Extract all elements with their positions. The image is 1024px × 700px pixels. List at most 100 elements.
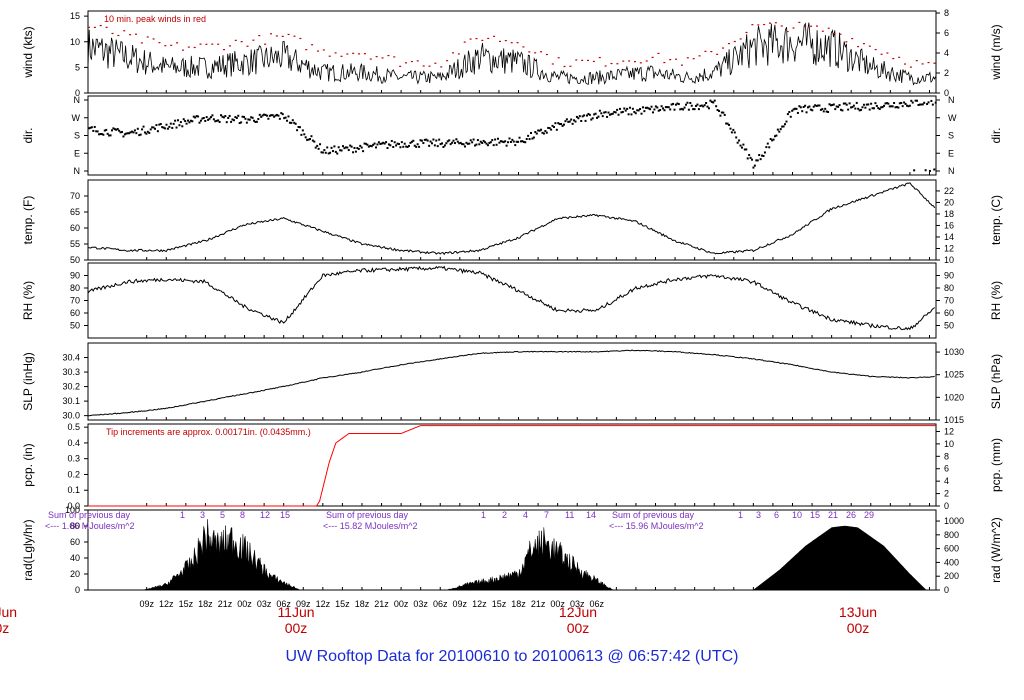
direction-point [705,101,708,104]
y-tick-label-left: 60 [70,537,80,547]
pcp-line [88,425,936,507]
y-tick-label-left: E [74,148,80,158]
direction-point [858,109,861,112]
direction-point [653,108,656,111]
y-tick-label-right: 10 [944,255,954,265]
direction-point [225,121,228,124]
direction-point [574,120,577,123]
direction-point [326,146,329,149]
direction-point [639,107,642,110]
y-tick-label-left: S [74,131,80,141]
solar-hour-mark: 2 [502,510,507,520]
direction-point [154,127,157,130]
solar-hour-mark: 14 [586,510,596,520]
direction-point [507,141,510,144]
direction-point [410,140,413,143]
direction-point [366,143,369,146]
direction-point [637,109,640,112]
direction-point [917,104,920,107]
solar-hour-mark: 4 [523,510,528,520]
direction-point [848,102,851,105]
direction-point [547,126,550,129]
direction-point [133,129,136,132]
direction-point [854,107,857,110]
y-tick-label-left: 65 [70,207,80,217]
y-axis-label-left: temp. (F) [21,196,35,245]
direction-point [194,116,197,119]
direction-point [112,127,115,130]
direction-point [738,139,741,142]
direction-point [607,111,610,114]
panel-frame [87,423,937,507]
direction-point [234,116,237,119]
direction-point [397,143,400,146]
direction-point [905,104,908,107]
direction-point [748,153,751,156]
direction-point [169,122,172,125]
direction-point [838,104,841,107]
direction-point [413,144,416,147]
x-tick-label: 21z [374,599,389,609]
direction-point [416,143,419,146]
direction-point [680,107,683,110]
direction-point [784,123,787,126]
direction-point [461,143,464,146]
direction-point [761,154,764,157]
direction-point [809,108,812,111]
direction-point [438,138,441,141]
direction-point [650,105,653,108]
direction-point [306,138,309,141]
direction-point [814,104,817,107]
y-tick-label-left: 30.0 [62,411,80,421]
y-tick-label-left: 55 [70,239,80,249]
direction-point [633,110,636,113]
direction-point [323,149,326,152]
direction-point [379,142,382,145]
direction-point [329,151,332,154]
direction-point [778,130,781,133]
y-tick-label-right: W [948,113,957,123]
direction-point [885,102,888,105]
direction-point [184,120,187,123]
direction-point [119,131,122,134]
direction-point [715,105,718,108]
direction-point [419,139,422,142]
direction-point [921,103,924,106]
direction-point [587,112,590,115]
direction-point [758,154,761,157]
direction-point [864,106,867,109]
direction-point [88,127,90,130]
direction-point [92,129,95,132]
y-tick-label-right: 800 [944,530,959,540]
direction-point [934,101,937,104]
direction-point [372,143,375,146]
direction-point [408,144,411,147]
y-tick-label-left: 30.3 [62,367,80,377]
solar-hour-mark: 5 [220,510,225,520]
direction-point [802,106,805,109]
direction-point [845,103,848,106]
y-tick-label-right: 1015 [944,415,964,425]
direction-point [618,107,621,110]
direction-point [763,151,766,154]
direction-point [804,104,807,107]
direction-point [894,106,897,109]
direction-point [412,139,415,142]
direction-point [603,111,606,114]
y-tick-label-right: 6 [944,28,949,38]
direction-point [617,113,620,116]
direction-point [623,107,626,110]
direction-point [100,133,103,136]
direction-point [530,131,533,134]
y-axis-label-right: RH (%) [989,281,1003,320]
direction-point [254,121,257,124]
direction-point [360,146,363,149]
y-tick-label-right: 1025 [944,370,964,380]
y-tick-label-right: 70 [944,296,954,306]
direction-point [920,103,923,106]
direction-point [835,105,838,108]
panel-rh: RH (%) RH (%) 50 60 70 80 90 50 60 70 80 90 [21,262,1003,339]
direction-point [844,102,847,105]
direction-point [557,122,560,125]
direction-point [118,129,121,132]
